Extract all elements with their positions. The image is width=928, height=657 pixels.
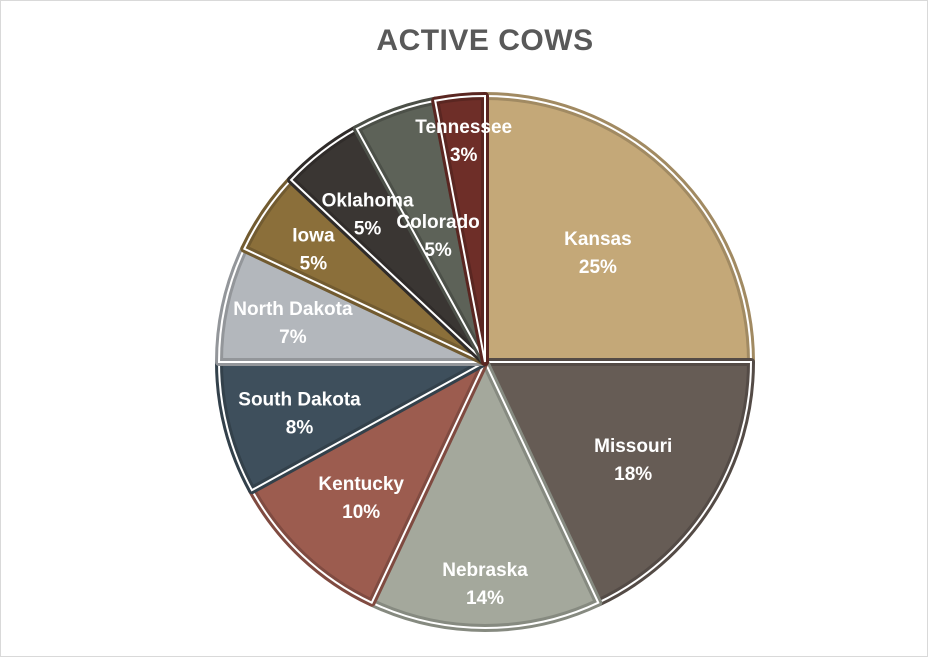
pie-slice-border: [217, 361, 486, 492]
chart-title: ACTIVE COWS: [376, 24, 594, 57]
data-label-name: Kentucky: [318, 474, 404, 495]
data-label-name: Colorado: [396, 212, 479, 233]
data-label-percent: 10%: [342, 502, 380, 523]
data-label-percent: 5%: [300, 253, 328, 274]
data-label-name: Oklahoma: [322, 191, 414, 212]
data-label-percent: 25%: [579, 257, 617, 278]
data-label-percent: 8%: [286, 418, 314, 439]
data-label-percent: 14%: [466, 588, 504, 609]
data-label-name: Kansas: [564, 229, 632, 250]
pie-slice-border: [433, 94, 486, 363]
data-label-name: Tennessee: [415, 117, 512, 138]
data-label-percent: 18%: [614, 464, 652, 485]
pie-slice-border: [370, 359, 600, 629]
data-label-name: North Dakota: [233, 299, 353, 320]
pie-slice-border: [250, 359, 488, 605]
data-label-percent: 5%: [354, 219, 382, 240]
data-label-name: Nebraska: [442, 560, 528, 581]
data-label-percent: 5%: [424, 240, 452, 261]
data-label-name: South Dakota: [238, 390, 361, 411]
data-label-percent: 3%: [450, 145, 478, 166]
pie-slice-border: [483, 361, 753, 605]
data-label-name: Iowa: [292, 225, 335, 246]
data-label-name: Missouri: [594, 436, 672, 457]
data-label-percent: 7%: [279, 327, 307, 348]
pie-slice-border: [484, 94, 753, 363]
